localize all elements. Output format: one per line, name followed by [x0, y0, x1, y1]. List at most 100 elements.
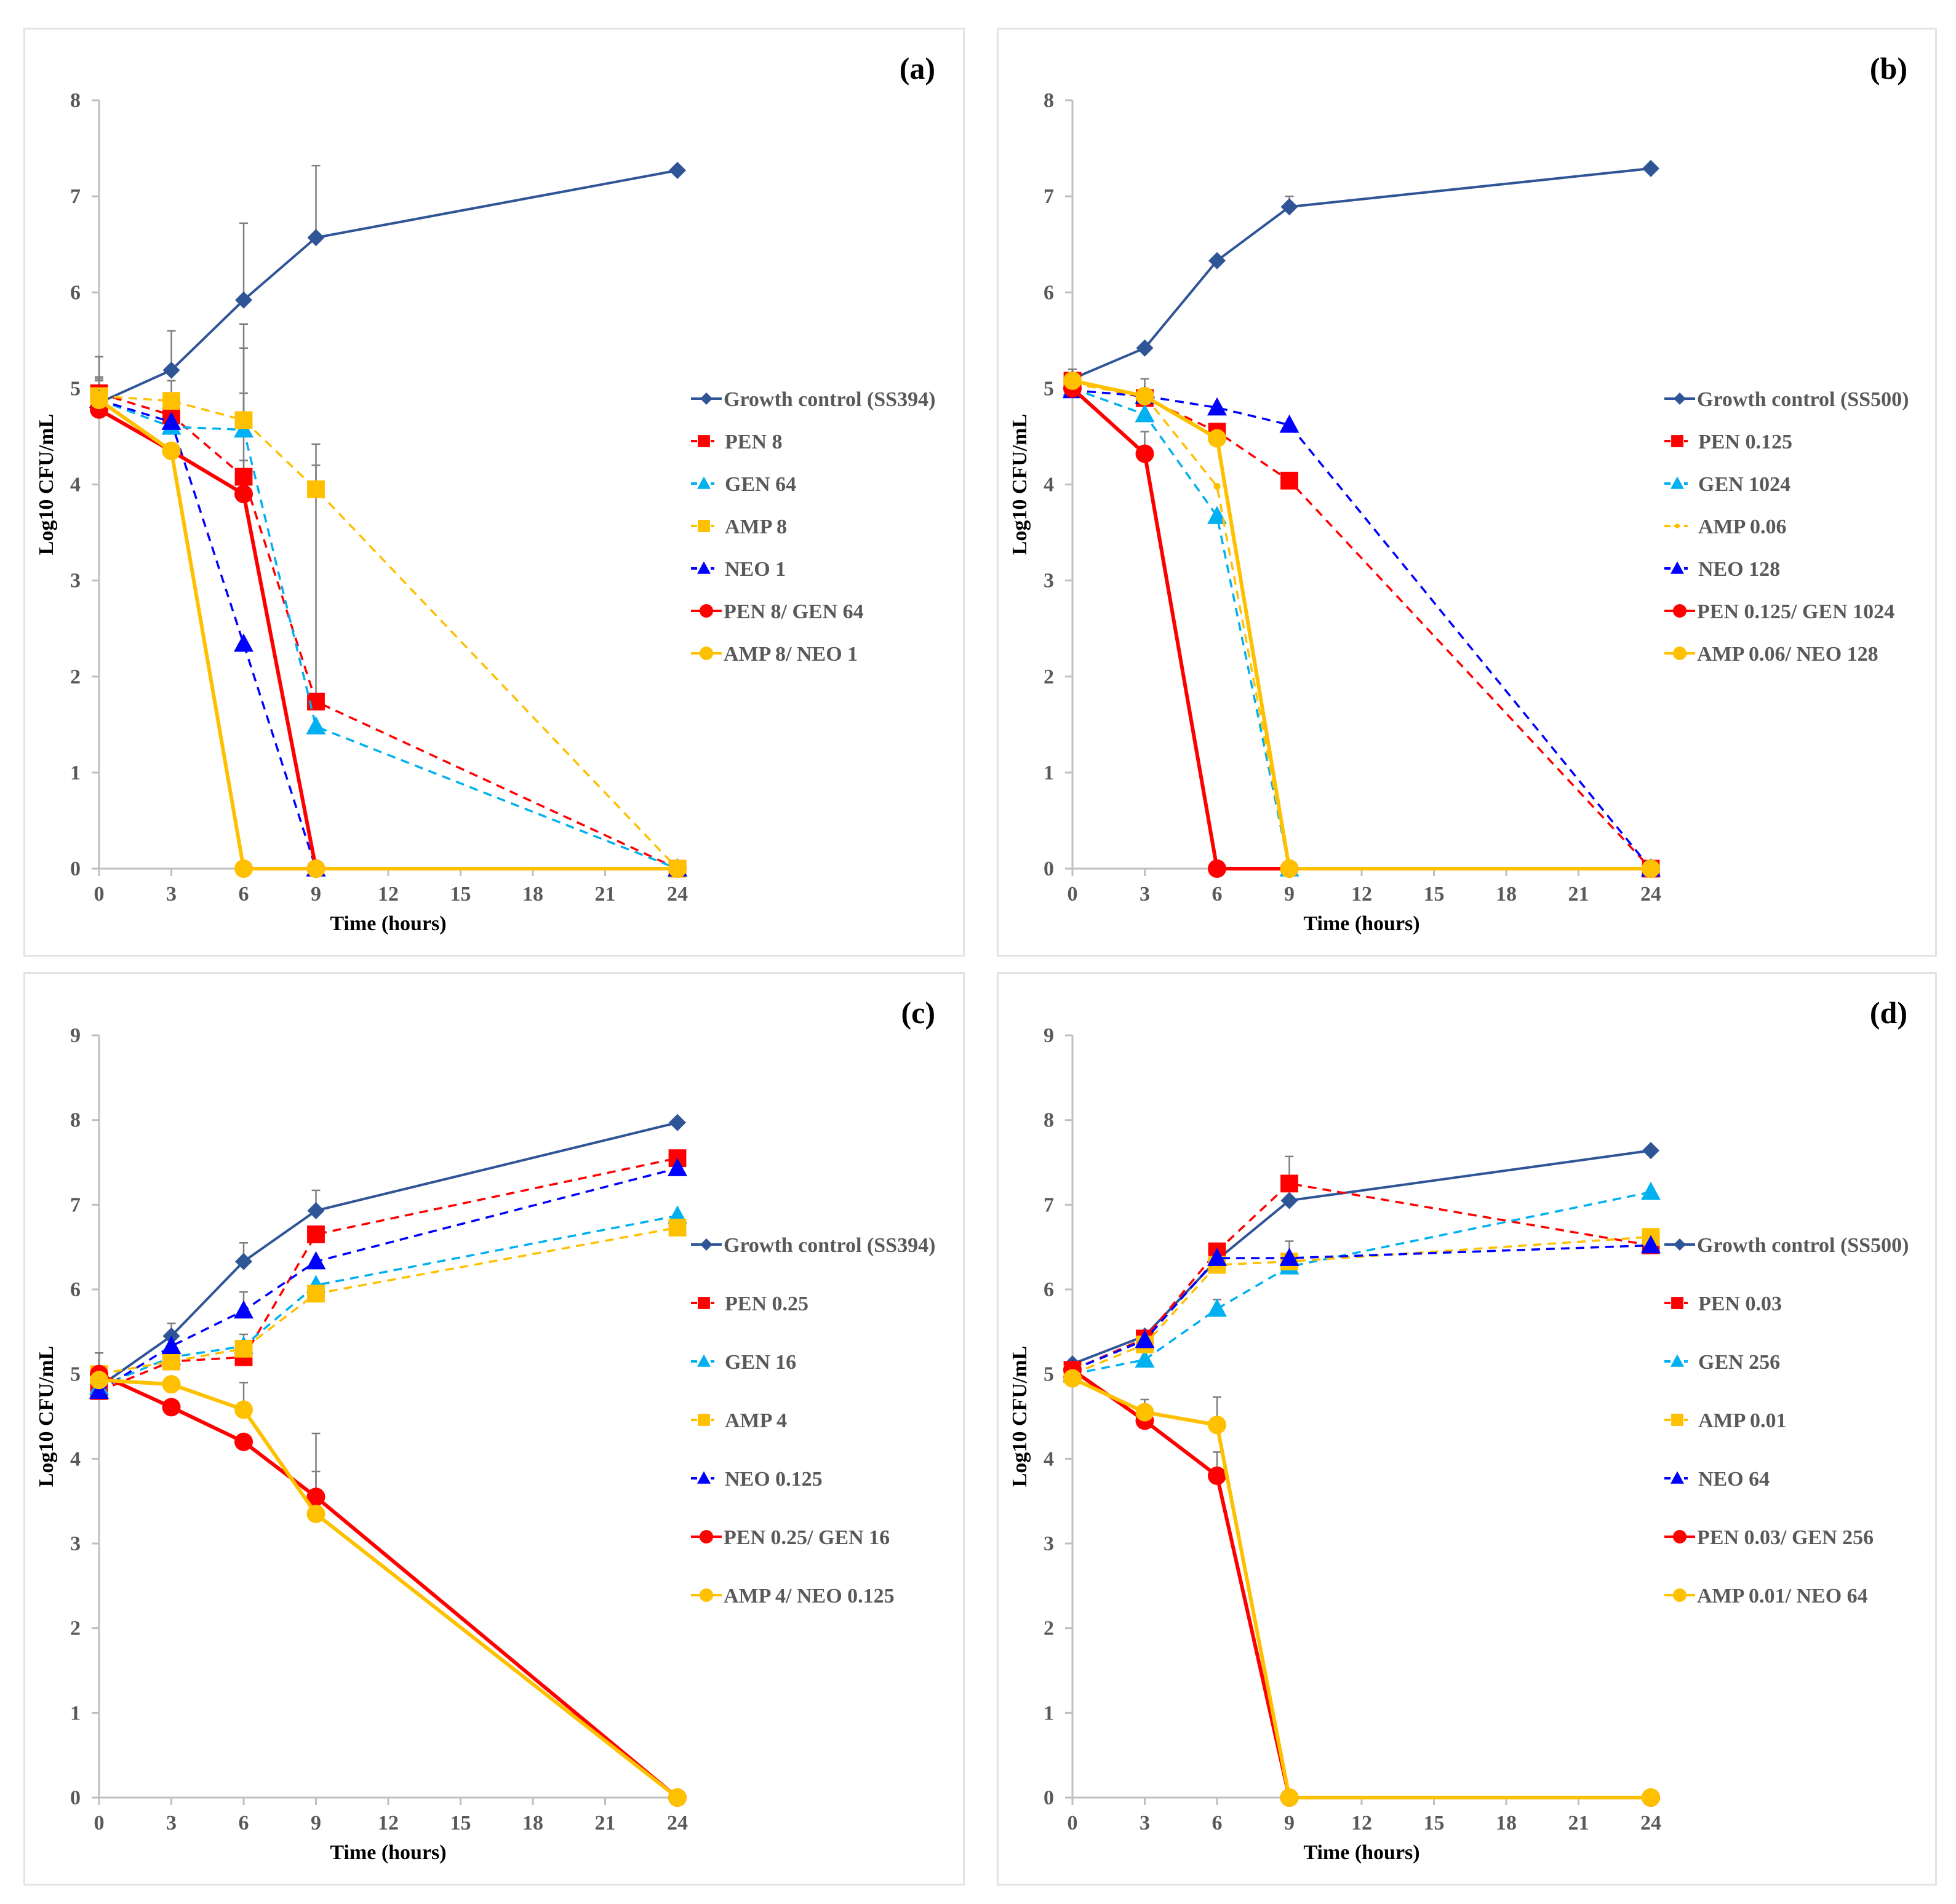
- data-point: [234, 1400, 253, 1419]
- legend-item: PEN 0.03: [1664, 1293, 1782, 1315]
- data-point: [1280, 859, 1299, 878]
- series-pen-0-25-gen-16: [90, 1364, 687, 1807]
- series-line: [1072, 1244, 1651, 1371]
- y-tick-label: 7: [1044, 185, 1054, 208]
- error-bar: [311, 464, 321, 702]
- data-point: [1642, 1788, 1660, 1807]
- chart-panel-a: (a) 0 1 2 3 4 5 6 7 8 0 3 6 9 12 15 18 21 24 Time (hours) Lo…: [23, 28, 965, 957]
- x-tick-label: 6: [1212, 883, 1223, 906]
- legend-label: Growth control (SS500): [1697, 1234, 1909, 1257]
- data-point: [1135, 404, 1155, 423]
- series-line: [1072, 389, 1652, 870]
- data-point: [1642, 159, 1659, 177]
- x-axis-title: Time (hours): [1303, 912, 1419, 935]
- error-bar: [311, 164, 321, 238]
- series-line: [98, 408, 677, 870]
- legend-item: Growth control (SS500): [1664, 1234, 1909, 1257]
- series-gen-64: [89, 389, 687, 877]
- legend-item: AMP 0.06/ NEO 128: [1664, 643, 1878, 666]
- legend-marker-icon: [698, 520, 710, 532]
- x-tick-label: 9: [1284, 883, 1295, 906]
- error-bar: [239, 222, 248, 300]
- data-point: [306, 1251, 326, 1270]
- y-tick-label: 3: [1044, 570, 1054, 592]
- legend-marker-icon: [1671, 1354, 1684, 1367]
- legend-item: PEN 0.03/ GEN 256: [1664, 1526, 1874, 1549]
- chart-panel-c: (c) 0 1 2 3 4 5 6 7 8 9 0 3 6 9 12 15 18 21 24 Time (hours) L…: [23, 972, 965, 1886]
- legend-label: AMP 8/ NEO 1: [724, 643, 858, 666]
- series-line: [1072, 382, 1651, 870]
- legend-item: NEO 1: [691, 558, 786, 581]
- data-point: [234, 411, 253, 429]
- x-tick-label: 18: [522, 883, 543, 906]
- data-point: [1207, 1248, 1227, 1266]
- x-tick-label: 6: [239, 1812, 249, 1834]
- legend-item: NEO 128: [1664, 558, 1780, 581]
- y-tick-label: 5: [70, 1363, 81, 1386]
- legend-label: GEN 16: [725, 1351, 796, 1374]
- legend-marker-icon: [1674, 392, 1686, 405]
- series-line: [1072, 378, 1651, 870]
- x-tick-label: 21: [1568, 883, 1589, 906]
- x-tick-label: 6: [239, 883, 249, 906]
- legend-label: PEN 0.25: [725, 1293, 808, 1315]
- legend-marker-icon: [1671, 476, 1684, 489]
- legend-item: PEN 8/ GEN 64: [691, 600, 864, 623]
- x-tick-label: 18: [1496, 1812, 1517, 1834]
- data-point: [1280, 198, 1298, 216]
- legend-item: NEO 64: [1664, 1468, 1770, 1491]
- data-point: [235, 1253, 252, 1270]
- series-amp-0-06: [1069, 380, 1655, 872]
- series-amp-0-01: [1063, 1228, 1660, 1384]
- data-point: [668, 1158, 687, 1176]
- legend-marker-icon: [697, 561, 711, 574]
- x-tick-label: 9: [311, 883, 321, 906]
- data-point: [307, 1225, 325, 1243]
- data-point: [307, 1201, 325, 1219]
- data-point: [235, 291, 252, 309]
- data-point: [1135, 1349, 1155, 1368]
- x-tick-label: 9: [311, 1812, 321, 1834]
- data-point: [1279, 414, 1299, 433]
- y-axis-title: Log10 CFU/mL: [1008, 414, 1031, 556]
- legend-label: Growth control (SS500): [1697, 388, 1909, 411]
- series-line: [1071, 387, 1651, 870]
- y-tick-label: 4: [1044, 474, 1054, 496]
- legend-label: Growth control (SS394): [724, 388, 935, 411]
- series-line: [1071, 1368, 1651, 1799]
- y-axis-title: Log10 CFU/mL: [35, 1346, 58, 1488]
- legend: Growth control (SS394) PEN 0.25 GEN 16 AMP …: [691, 1234, 935, 1607]
- x-tick-label: 15: [1424, 883, 1445, 906]
- data-point: [90, 391, 108, 410]
- y-tick-label: 3: [70, 570, 81, 592]
- legend-label: PEN 0.03: [1698, 1293, 1782, 1315]
- legend-item: AMP 0.06: [1664, 516, 1787, 538]
- legend-label: PEN 8: [725, 431, 783, 453]
- data-point: [306, 859, 325, 878]
- legend-marker-icon: [1673, 1530, 1687, 1544]
- legend-item: GEN 1024: [1664, 473, 1790, 496]
- data-point: [307, 229, 325, 247]
- series-line: [98, 1378, 679, 1799]
- series-line: [1072, 1190, 1651, 1376]
- data-point: [1280, 471, 1298, 490]
- legend-marker-icon: [1675, 524, 1680, 528]
- data-point: [668, 859, 687, 878]
- data-point: [162, 1352, 180, 1371]
- y-tick-label: 5: [70, 377, 81, 400]
- data-point: [1208, 429, 1226, 448]
- legend-item: PEN 0.25: [691, 1293, 808, 1315]
- legend-item: GEN 64: [691, 473, 796, 496]
- data-point: [307, 480, 325, 498]
- legend-label: NEO 1: [725, 558, 786, 581]
- x-tick-label: 15: [1424, 1812, 1445, 1834]
- data-point: [669, 1113, 686, 1131]
- x-tick-label: 21: [595, 883, 616, 906]
- y-tick-label: 0: [1044, 858, 1054, 880]
- legend-label: AMP 0.06: [1698, 516, 1787, 538]
- legend-label: AMP 4: [725, 1409, 787, 1432]
- y-tick-label: 9: [1044, 1024, 1054, 1047]
- data-point: [162, 441, 181, 460]
